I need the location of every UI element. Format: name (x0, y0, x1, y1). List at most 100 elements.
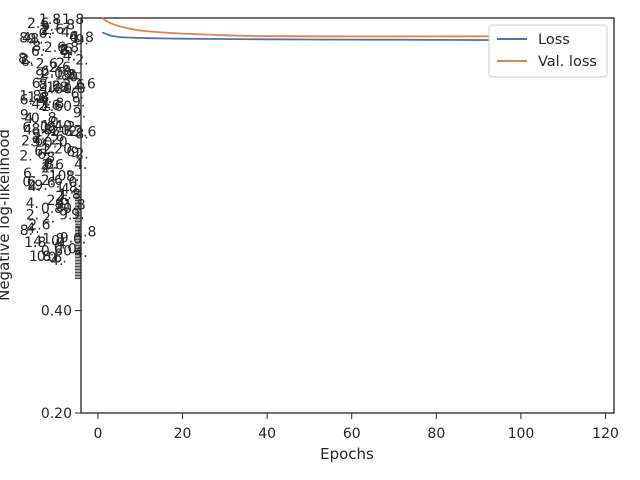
y-minor-tick-label-clutter: 0. (54, 240, 67, 256)
y-minor-tick-label-clutter: 1.8 (72, 30, 94, 46)
y-minor-tick-label-clutter: 9. (73, 106, 86, 122)
y-minor-tick-label-clutter: 4. (63, 48, 76, 64)
x-axis-ticks: 0 20 40 60 80 100 120 (93, 413, 619, 442)
y-axis-label: Negative log-likelihood (0, 129, 13, 301)
y-minor-tick-label-clutter: 0. (59, 134, 72, 150)
y-minor-tick-label-clutter: 2.6 (63, 78, 85, 94)
y-minor-tick-label-clutter: 2. (27, 178, 40, 194)
y-minor-tick-label-clutter: 4. (26, 196, 39, 212)
y-minor-tick-label-clutter: 2. (56, 56, 69, 72)
y-minor-tick-label-clutter: 1.8 (56, 180, 78, 196)
y-minor-tick-label-clutter: 1.8 (29, 249, 51, 265)
y-minor-tick-label-clutter: 8. (48, 111, 61, 127)
y-minor-tick-label-clutter: 8. (19, 30, 32, 46)
y-minor-tick-label-clutter: 0. (48, 250, 61, 266)
y-tick-label: 0.80 (41, 201, 72, 217)
x-axis-label: Epochs (320, 445, 374, 463)
y-minor-tick-label-clutter: 6. (22, 120, 35, 136)
y-minor-tick-label-clutter: 8. (32, 121, 45, 137)
y-minor-tick-label-clutter: 9. (34, 178, 47, 194)
y-minor-tick-label-clutter: 9. (66, 68, 79, 84)
y-minor-tick-label-clutter: 2. (75, 53, 88, 69)
y-minor-tick-label-clutter: 8. (39, 77, 52, 93)
y-minor-tick-label-clutter: 8. (30, 32, 43, 48)
y-minor-tick-label-clutter: 0. (44, 156, 57, 172)
y-minor-tick-label-clutter: 6. (32, 76, 45, 92)
y-minor-tick-label-clutter: 1.8 (42, 232, 64, 248)
y-tick-label: 1.60 (41, 99, 72, 115)
y-minor-tick-label-clutter: 2. (26, 208, 39, 224)
y-minor-tick-label-clutter: 2.6 (42, 157, 64, 173)
legend-label-loss: Loss (538, 32, 570, 48)
y-minor-tick-label-clutter: 4. (28, 179, 41, 195)
y-minor-tick-label-clutter: 2.6 (42, 130, 64, 146)
y-minor-tick-label-clutter: 9. (32, 128, 45, 144)
y-minor-tick-label-clutter: 8. (46, 150, 59, 166)
y-minor-tick-label-clutter: 2. (51, 133, 64, 149)
y-minor-tick-label-clutter: 0. (44, 136, 57, 152)
x-tick-label: 100 (508, 426, 535, 442)
y-minor-tick-label-clutter: 9. (76, 32, 89, 48)
y-tick-clutter: 2.8.6.4.2.61.80.9.2.8.6.4.2.61.80.9.2.8.… (18, 12, 96, 279)
y-minor-tick-label-clutter: 2. (41, 161, 54, 177)
y-minor-tick-label-clutter: 2.6 (44, 40, 66, 56)
y-minor-tick-label-clutter: 0. (37, 249, 50, 265)
y-minor-tick-label-clutter: 4. (31, 96, 44, 112)
y-minor-tick-label-clutter: 4. (24, 111, 37, 127)
y-minor-tick-label-clutter: 8. (56, 200, 69, 216)
y-minor-tick-label-clutter: 6. (69, 29, 82, 45)
y-minor-tick-label-clutter: 9. (60, 231, 73, 247)
plot-area (80, 17, 615, 414)
y-minor-tick-label-clutter: 4. (26, 221, 39, 237)
y-minor-tick-label-clutter: 6. (53, 250, 66, 266)
y-tick-label: 0.20 (41, 406, 72, 422)
y-minor-tick-label-clutter: 2.6 (42, 22, 64, 38)
y-minor-tick-label-clutter: 2.6 (47, 193, 69, 209)
y-minor-tick-label-clutter: 9. (72, 94, 85, 110)
y-minor-tick-label-clutter: 1.8 (54, 68, 76, 84)
y-minor-tick-label-clutter: 4. (38, 93, 51, 109)
y-minor-tick-label-clutter: 8. (20, 223, 33, 239)
y-minor-tick-label-clutter: 0. (61, 123, 74, 139)
y-minor-tick-label-clutter: 6. (21, 54, 34, 70)
series-lines (101, 17, 589, 42)
y-minor-tick-label-clutter: 2. (39, 23, 52, 39)
y-minor-tick-label-clutter: 4. (57, 237, 70, 253)
y-minor-tick-label-clutter: 9. (41, 19, 54, 35)
x-tick-label: 80 (427, 426, 445, 442)
y-minor-tick-label-clutter: 8. (45, 157, 58, 173)
y-minor-tick-label-clutter: 8. (70, 40, 83, 56)
y-minor-tick-label-clutter: 2.6 (21, 134, 43, 150)
y-minor-tick-label-clutter: 0. (51, 234, 64, 250)
y-minor-tick-label-clutter: 9. (35, 68, 48, 84)
series-line-val-loss (101, 17, 589, 38)
y-minor-tick-label-clutter: 2. (52, 79, 65, 95)
y-minor-tick-label-clutter: 0. (39, 26, 52, 42)
y-minor-tick-label-clutter: 1.8 (62, 12, 84, 28)
y-minor-tick-label-clutter: 4. (33, 234, 46, 250)
y-minor-tick-label-clutter: 4. (61, 25, 74, 41)
y-minor-tick-label-clutter: 6. (47, 121, 60, 137)
y-tick-label: 0.60 (41, 244, 72, 260)
y-minor-tick-label-clutter: 8. (59, 43, 72, 59)
y-minor-tick-label-clutter: 4. (69, 30, 82, 46)
y-tick-label: 0.40 (41, 304, 72, 320)
y-minor-tick-label-clutter: 8. (44, 123, 57, 139)
x-tick-label: 0 (93, 426, 102, 442)
y-minor-tick-label-clutter: 1.8 (42, 96, 64, 112)
y-minor-tick-label-clutter: 6. (37, 147, 50, 163)
y-minor-tick-label-clutter: 2.6 (50, 124, 72, 140)
y-minor-tick-label-clutter: 0. (31, 111, 44, 127)
y-minor-tick-label-clutter: 4. (41, 160, 54, 176)
y-minor-tick-label-clutter: 0. (69, 70, 82, 86)
y-minor-tick-label-clutter: 2.6 (39, 79, 61, 95)
y-minor-tick-label-clutter: 4. (22, 31, 35, 47)
y-minor-tick-label-clutter: 2. (20, 52, 33, 68)
y-minor-tick-label-clutter: 1.8 (39, 12, 61, 28)
y-minor-tick-label-clutter: 2. (67, 120, 80, 136)
y-minor-tick-label-clutter: 6. (27, 175, 40, 191)
y-minor-tick-label-clutter: 2. (60, 42, 73, 58)
y-tick-label: 1.20 (41, 141, 72, 157)
y-minor-tick-label-clutter: 6. (47, 176, 60, 192)
